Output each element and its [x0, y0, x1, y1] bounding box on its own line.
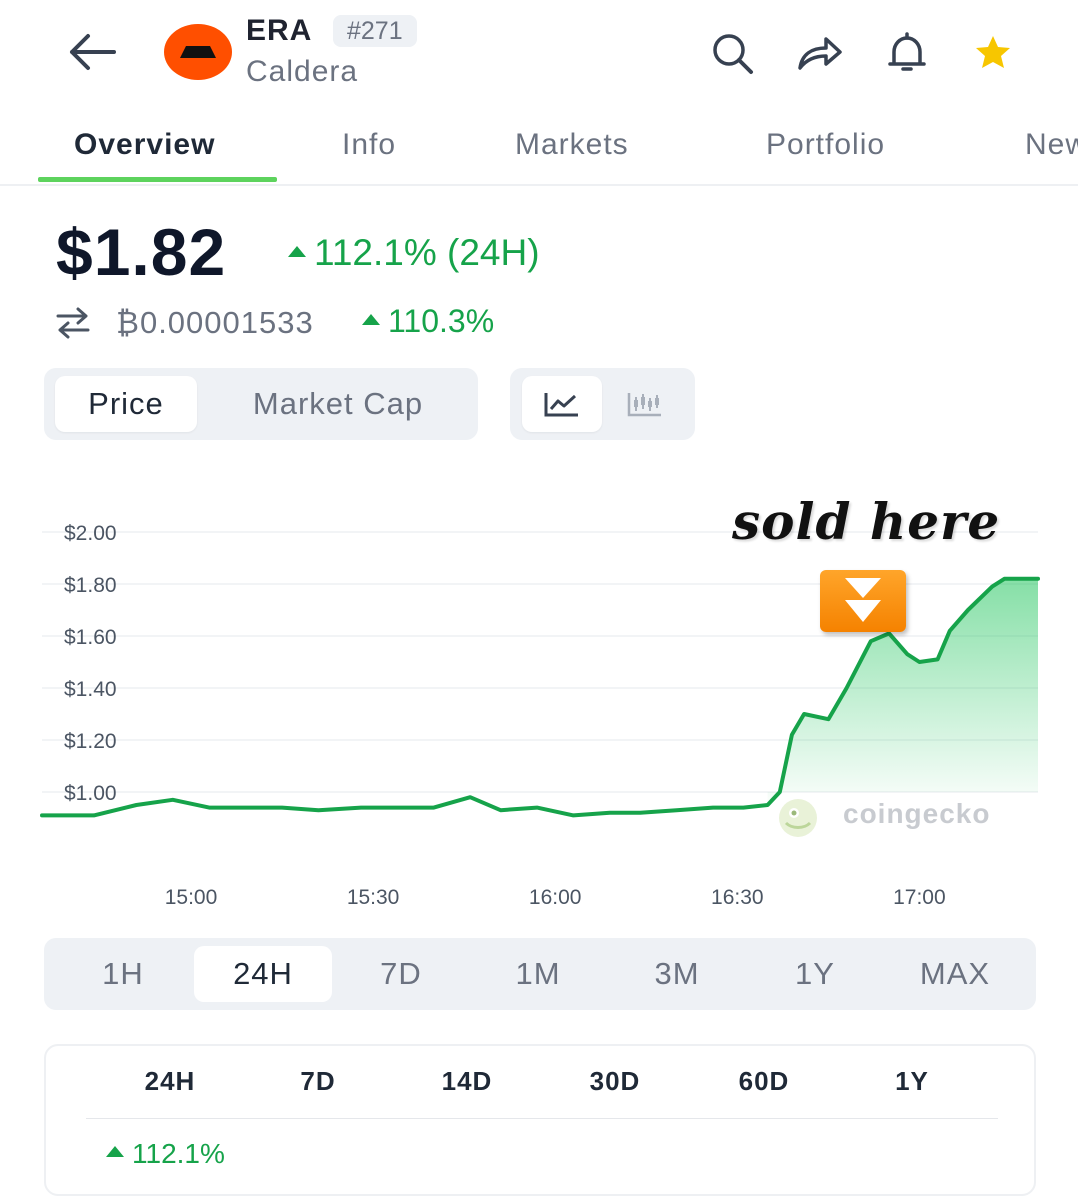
- price-line: [40, 576, 1040, 818]
- bell-icon: [888, 32, 926, 71]
- swap-icon: [54, 306, 92, 340]
- share-button[interactable]: [792, 26, 846, 80]
- range-3m[interactable]: 3M: [654, 956, 700, 991]
- chart-area: [40, 576, 1040, 818]
- range-max[interactable]: MAX: [919, 956, 991, 991]
- price-chart[interactable]: $2.00 $1.80 $1.60 $1.40 $1.20 $1.00 15:00 15:3…: [0, 470, 1078, 910]
- active-tab-indicator: [38, 177, 277, 182]
- y-tick-label: $1.80: [64, 574, 117, 597]
- perf-divider: [86, 1118, 998, 1119]
- share-icon: [798, 37, 842, 70]
- search-icon: [713, 34, 753, 74]
- tab-news[interactable]: News: [1025, 128, 1078, 161]
- star-icon: [976, 36, 1010, 68]
- time-range-selector: 1H 24H 7D 1M 3M 1Y MAX: [44, 938, 1036, 1010]
- coin-rank-badge: #271: [333, 15, 417, 47]
- line-chart-button[interactable]: [522, 376, 602, 432]
- line-chart-icon: [544, 393, 578, 417]
- perf-header-14d: 14D: [441, 1066, 493, 1096]
- perf-header-24h: 24H: [144, 1066, 196, 1096]
- coin-logo: [164, 24, 232, 80]
- y-tick-label: $1.20: [64, 730, 117, 753]
- coingecko-watermark: [770, 796, 1030, 840]
- range-24h[interactable]: 24H: [194, 946, 332, 1002]
- x-tick-label: 16:30: [711, 886, 764, 909]
- back-arrow-icon: [70, 34, 116, 70]
- candlestick-button[interactable]: [610, 376, 680, 432]
- perf-value-24h: 112.1%: [106, 1138, 225, 1170]
- y-tick-label: $2.00: [64, 522, 117, 545]
- perf-header-7d: 7D: [300, 1066, 336, 1096]
- tab-markets[interactable]: Markets: [515, 128, 629, 161]
- perf-header-30d: 30D: [589, 1066, 641, 1096]
- up-triangle-icon: [288, 245, 306, 257]
- x-tick-label: 15:30: [347, 886, 400, 909]
- x-tick-label: 15:00: [165, 886, 218, 909]
- x-tick-label: 16:00: [529, 886, 582, 909]
- performance-card: 24H 7D 14D 30D 60D 1Y 112.1%: [44, 1044, 1036, 1196]
- btc-price: ₿0.00001533: [116, 305, 314, 340]
- watermark-text: coingecko: [843, 798, 991, 829]
- sold-here-annotation: sold here: [732, 492, 1001, 551]
- perf-header-1y: 1Y: [895, 1066, 929, 1096]
- range-1y[interactable]: 1Y: [795, 956, 835, 991]
- back-button[interactable]: [62, 26, 122, 78]
- btc-price-change: 110.3%: [362, 303, 494, 340]
- tab-portfolio[interactable]: Portfolio: [766, 128, 886, 161]
- y-axis-labels: $2.00 $1.80 $1.60 $1.40 $1.20 $1.00: [64, 522, 117, 805]
- area-fill: [767, 578, 1038, 805]
- favorite-button[interactable]: [966, 26, 1020, 80]
- double-down-arrow-icon: [820, 570, 906, 632]
- metric-toggle: Price Market Cap: [44, 368, 478, 440]
- x-tick-label: 17:00: [893, 886, 946, 909]
- search-button[interactable]: [705, 26, 759, 80]
- y-tick-label: $1.60: [64, 626, 117, 649]
- range-7d[interactable]: 7D: [380, 956, 422, 991]
- range-1m[interactable]: 1M: [515, 956, 561, 991]
- up-triangle-icon: [362, 314, 380, 326]
- current-price: $1.82: [56, 215, 227, 289]
- range-1h[interactable]: 1H: [102, 956, 144, 991]
- candlestick-icon: [627, 393, 661, 417]
- coin-name: Caldera: [246, 55, 359, 88]
- alert-button[interactable]: [880, 26, 934, 80]
- chart-type-toggle: [510, 368, 695, 440]
- coin-symbol: ERA: [246, 14, 313, 47]
- market-cap-toggle[interactable]: Market Cap: [252, 386, 424, 421]
- y-tick-label: $1.00: [64, 782, 117, 805]
- tab-bar: Overview Info Markets Portfolio News: [0, 118, 1078, 186]
- price-toggle[interactable]: Price: [55, 376, 197, 432]
- price-change-24h: 112.1% (24H): [288, 232, 540, 274]
- y-tick-label: $1.40: [64, 678, 117, 701]
- perf-header-60d: 60D: [738, 1066, 790, 1096]
- x-axis-labels: 15:00 15:30 16:00 16:30 17:00: [165, 886, 946, 909]
- tab-overview[interactable]: Overview: [74, 128, 216, 161]
- tab-info[interactable]: Info: [342, 128, 397, 161]
- up-triangle-icon: [106, 1146, 124, 1158]
